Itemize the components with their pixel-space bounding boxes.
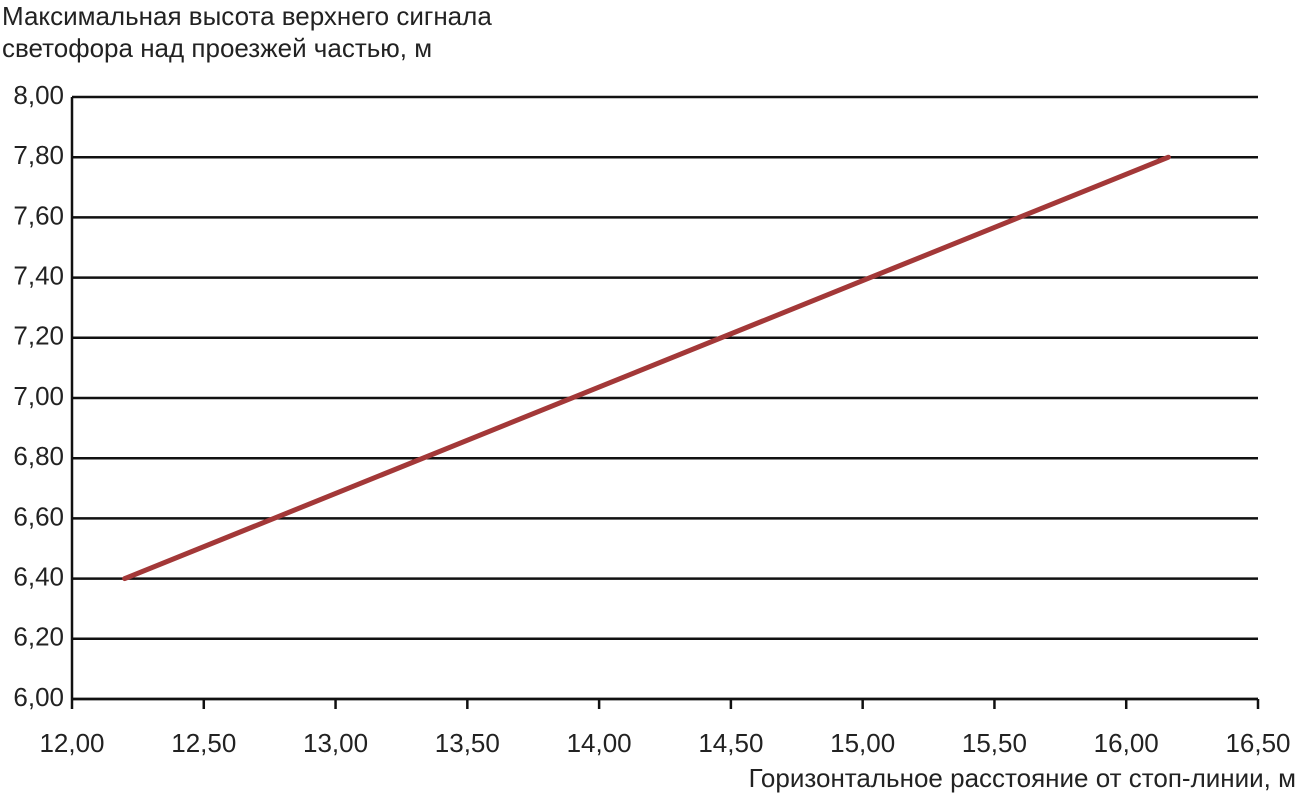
x-tick-label: 14,50 xyxy=(698,728,763,758)
y-tick-label: 6,60 xyxy=(13,501,64,531)
x-tick-label: 16,50 xyxy=(1225,728,1290,758)
x-tick-label: 13,00 xyxy=(303,728,368,758)
y-axis-label: Максимальная высота верхнего сигнала xyxy=(2,1,492,31)
x-tick-label: 12,00 xyxy=(39,728,104,758)
y-axis-label: светофора над проезжей частью, м xyxy=(2,33,432,63)
x-tick-label: 12,50 xyxy=(171,728,236,758)
x-tick-label: 16,00 xyxy=(1094,728,1159,758)
x-tick-label: 15,50 xyxy=(962,728,1027,758)
y-tick-label: 6,00 xyxy=(13,682,64,712)
y-tick-label: 7,00 xyxy=(13,381,64,411)
y-tick-label: 7,60 xyxy=(13,200,64,230)
data-line xyxy=(122,154,1171,582)
y-tick-label: 7,20 xyxy=(13,321,64,351)
x-tick-label: 13,50 xyxy=(435,728,500,758)
y-tick-label: 6,40 xyxy=(13,561,64,591)
x-tick-label: 15,00 xyxy=(830,728,895,758)
x-tick-label: 14,00 xyxy=(567,728,632,758)
y-tick-label: 6,20 xyxy=(13,622,64,652)
y-tick-label: 8,00 xyxy=(13,80,64,110)
y-tick-label: 7,40 xyxy=(13,260,64,290)
y-tick-label: 7,80 xyxy=(13,140,64,170)
y-tick-label: 6,80 xyxy=(13,441,64,471)
x-axis-label: Горизонтальное расстояние от стоп-линии,… xyxy=(749,763,1296,793)
